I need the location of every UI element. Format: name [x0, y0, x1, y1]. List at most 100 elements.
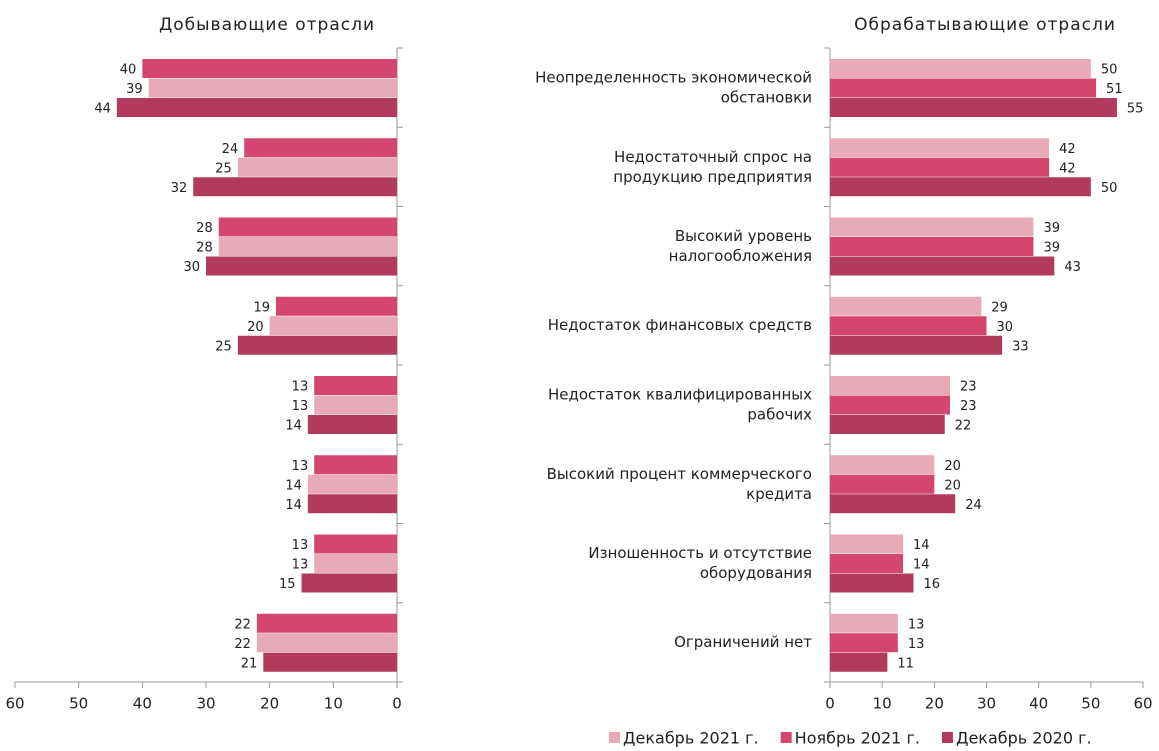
x-tick-label: 30 — [977, 695, 996, 713]
value-label: 42 — [1059, 142, 1076, 157]
bar — [830, 494, 956, 514]
category-label: Недостаточный спрос на продукцию предприя… — [613, 147, 812, 185]
value-label: 30 — [183, 260, 200, 275]
bar — [269, 316, 397, 336]
x-tick-label: 40 — [133, 695, 152, 713]
value-label: 39 — [1043, 221, 1060, 236]
x-tick-label: 0 — [825, 695, 835, 713]
bar — [830, 395, 950, 415]
bar — [314, 455, 397, 475]
value-label: 28 — [196, 241, 213, 256]
value-label: 14 — [285, 419, 302, 434]
legend-swatch — [941, 732, 953, 743]
value-label: 22 — [234, 637, 251, 652]
bar — [830, 633, 898, 653]
category-label: Недостаток квалифицированных рабочих — [548, 385, 812, 423]
bar — [830, 296, 982, 316]
bar — [193, 177, 397, 197]
value-label: 24 — [222, 142, 239, 157]
legend-label: Декабрь 2021 г. — [623, 729, 759, 748]
bar — [314, 376, 397, 395]
bar — [314, 534, 397, 554]
x-tick-label: 50 — [69, 695, 88, 713]
bar — [830, 554, 904, 573]
x-tick-label: 60 — [5, 695, 24, 713]
bar — [830, 474, 935, 494]
value-label: 23 — [960, 380, 977, 395]
value-label: 13 — [292, 459, 309, 474]
value-label: 13 — [292, 399, 309, 414]
value-label: 22 — [955, 419, 972, 434]
bar — [307, 415, 397, 434]
value-label: 40 — [120, 63, 137, 78]
bar — [830, 138, 1050, 158]
value-label: 20 — [944, 459, 961, 474]
value-label: 25 — [215, 161, 232, 176]
bar — [830, 59, 1091, 78]
bar — [142, 59, 397, 78]
x-tick-label: 0 — [392, 695, 402, 713]
value-label: 51 — [1106, 82, 1123, 97]
value-label: 21 — [241, 656, 258, 671]
category-label: Изношенность и отсутствие оборудования — [588, 544, 812, 582]
bar — [314, 554, 397, 573]
bar — [830, 177, 1091, 197]
bar — [830, 455, 935, 475]
legend-swatch — [609, 732, 620, 743]
value-label: 32 — [171, 181, 188, 196]
bar — [830, 316, 987, 336]
bar — [148, 78, 397, 98]
bar — [237, 157, 397, 177]
value-label: 13 — [908, 637, 925, 652]
bar — [218, 217, 397, 237]
chart-title: Добывающие отрасли — [159, 15, 375, 35]
bar — [830, 613, 898, 633]
value-label: 13 — [292, 380, 309, 395]
value-label: 55 — [1127, 102, 1144, 117]
value-label: 50 — [1101, 63, 1118, 78]
bar — [830, 256, 1055, 276]
value-label: 30 — [997, 320, 1014, 335]
value-label: 22 — [234, 617, 251, 632]
value-label: 23 — [960, 399, 977, 414]
value-label: 11 — [897, 656, 914, 671]
bar — [218, 237, 397, 256]
value-label: 20 — [247, 320, 264, 335]
value-label: 33 — [1012, 339, 1029, 354]
x-tick-label: 20 — [925, 695, 944, 713]
bar — [237, 335, 397, 355]
bar — [256, 613, 397, 633]
chart-title: Обрабатывающие отрасли — [854, 15, 1116, 35]
bar — [206, 256, 397, 276]
value-label: 39 — [1043, 241, 1060, 256]
bar — [244, 138, 397, 158]
category-label: Ограничений нет — [674, 633, 812, 651]
x-tick-label: 10 — [324, 695, 343, 713]
value-label: 28 — [196, 221, 213, 236]
bar — [301, 573, 397, 593]
value-label: 14 — [285, 498, 302, 513]
value-label: 29 — [991, 300, 1008, 315]
bar — [307, 494, 397, 514]
value-label: 19 — [253, 300, 270, 315]
bar — [830, 217, 1034, 237]
bar — [830, 98, 1117, 117]
value-label: 20 — [944, 478, 961, 493]
value-label: 43 — [1064, 260, 1081, 275]
value-label: 24 — [965, 498, 982, 513]
x-tick-label: 20 — [260, 695, 279, 713]
category-label: Высокий процент коммерческого кредита — [547, 464, 812, 502]
value-label: 42 — [1059, 161, 1076, 176]
value-label: 15 — [279, 577, 296, 592]
x-tick-label: 10 — [873, 695, 892, 713]
x-tick-label: 30 — [196, 695, 215, 713]
legend-label: Декабрь 2020 г. — [956, 729, 1092, 748]
bar — [830, 78, 1097, 98]
value-label: 13 — [292, 538, 309, 553]
value-label: 50 — [1101, 181, 1118, 196]
bar — [314, 395, 397, 415]
category-label: Высокий уровень налогообложения — [669, 227, 812, 265]
bar — [256, 633, 397, 653]
value-label: 39 — [126, 82, 143, 97]
